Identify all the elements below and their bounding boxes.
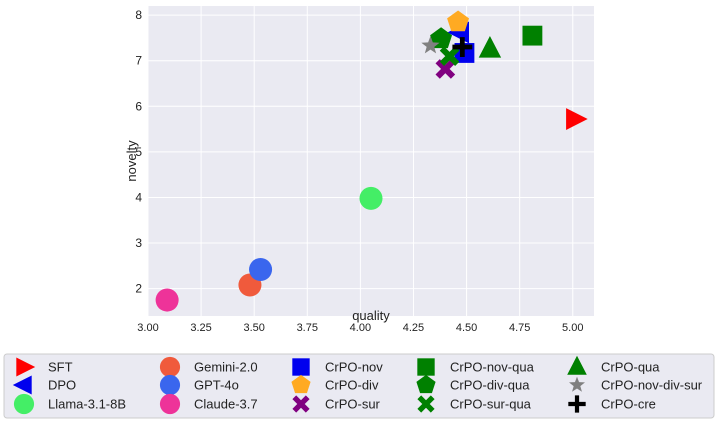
legend-label: CrPO-sur-qua <box>450 397 532 412</box>
legend-item-crpo-qua: CrPO-qua <box>567 355 660 375</box>
legend-marker-gpt-4o <box>159 374 181 396</box>
legend-box <box>3 353 715 419</box>
y-tick-label: 3 <box>135 236 142 250</box>
legend-item-sft: SFT <box>16 357 73 377</box>
x-tick-label: 4.75 <box>509 322 530 334</box>
legend-label: Llama-3.1-8B <box>48 397 126 412</box>
legend-label: Gemini-2.0 <box>194 360 258 375</box>
legend-marker-claude-3-7 <box>159 393 181 415</box>
x-tick-label: 4.25 <box>403 322 424 334</box>
legend-marker-crpo-nov <box>292 358 310 376</box>
point-crpo-nov-div-sur <box>421 36 440 54</box>
legend-item-gemini-2-0: Gemini-2.0 <box>159 356 258 378</box>
legend-label: CrPO-nov <box>325 360 383 375</box>
legend-label: Claude-3.7 <box>194 397 258 412</box>
legend-marker-llama-3-1-8b <box>13 393 35 415</box>
legend-label: CrPO-div-qua <box>450 378 530 393</box>
legend-item-llama-3-1-8b: Llama-3.1-8B <box>13 393 126 415</box>
x-tick-label: 3.75 <box>297 322 318 334</box>
point-crpo-cre <box>452 37 473 57</box>
legend-marker-dpo <box>12 375 32 395</box>
tick-labels: 3.00 3.25 3.50 3.75 4.00 4.25 4.50 4.75 5.00 2 3 4 5… <box>135 8 583 334</box>
point-crpo-nov-qua <box>522 25 543 46</box>
legend-item-dpo: DPO <box>12 375 76 395</box>
legend: SFT Gemini-2.0 CrPO-nov CrPO-nov-qua CrPO-qu… <box>12 355 703 415</box>
legend-marker-crpo-div <box>291 374 311 394</box>
legend-marker-crpo-sur <box>292 395 310 413</box>
legend-item-crpo-sur-qua: CrPO-sur-qua <box>417 395 532 413</box>
x-tick-label: 5.00 <box>562 322 583 334</box>
point-crpo-qua <box>478 36 502 58</box>
legend-label: CrPO-qua <box>601 360 660 375</box>
y-tick-label: 6 <box>135 99 142 113</box>
legend-item-crpo-sur: CrPO-sur <box>292 395 381 413</box>
x-tick-label: 4.50 <box>456 322 477 334</box>
legend-label: DPO <box>48 378 76 393</box>
legend-item-crpo-nov-div-sur: CrPO-nov-div-sur <box>569 376 703 393</box>
legend-item-crpo-nov-qua: CrPO-nov-qua <box>417 358 535 376</box>
legend-item-crpo-cre: CrPO-cre <box>568 395 656 413</box>
legend-marker-crpo-sur-qua <box>417 395 435 413</box>
point-gpt-4o <box>249 257 273 282</box>
data-points <box>155 10 588 312</box>
legend-item-gpt-4o: GPT-4o <box>159 374 239 396</box>
point-crpo-sur-qua <box>439 46 460 66</box>
legend-label: CrPO-nov-div-sur <box>601 378 703 393</box>
point-llama-3-1-8b <box>359 186 383 210</box>
legend-marker-crpo-nov-div-sur <box>569 376 585 392</box>
x-tick-label: 3.25 <box>190 322 211 334</box>
legend-item-crpo-div-qua: CrPO-div-qua <box>416 374 530 394</box>
legend-marker-crpo-div-qua <box>416 374 436 394</box>
legend-item-claude-3-7: Claude-3.7 <box>159 393 258 415</box>
grid-lines <box>147 6 594 316</box>
point-claude-3-7 <box>155 288 179 312</box>
legend-label: CrPO-div <box>325 378 379 393</box>
legend-label: CrPO-sur <box>325 397 381 412</box>
plot-area <box>148 6 594 316</box>
legend-marker-crpo-nov-qua <box>417 358 435 376</box>
x-tick-label: 4.00 <box>350 322 371 334</box>
legend-label: SFT <box>48 360 73 375</box>
legend-marker-crpo-qua <box>567 355 587 375</box>
legend-label: CrPO-nov-qua <box>450 360 535 375</box>
y-tick-label: 4 <box>135 190 142 204</box>
legend-marker-crpo-cre <box>568 395 586 413</box>
point-crpo-sur <box>435 59 456 79</box>
legend-item-crpo-nov: CrPO-nov <box>292 358 383 376</box>
point-crpo-div <box>447 10 470 32</box>
legend-item-crpo-div: CrPO-div <box>291 374 379 394</box>
legend-label: GPT-4o <box>194 378 239 393</box>
legend-label: CrPO-cre <box>601 397 656 412</box>
y-tick-label: 8 <box>135 8 142 22</box>
point-sft <box>566 108 588 130</box>
x-tick-label: 3.00 <box>137 322 158 334</box>
y-tick-label: 7 <box>135 54 142 68</box>
x-axis-label: quality <box>352 308 390 323</box>
y-tick-label: 5 <box>135 145 142 159</box>
y-tick-label: 2 <box>135 282 142 296</box>
legend-marker-gemini-2-0 <box>159 356 181 378</box>
legend-marker-sft <box>16 357 36 377</box>
y-axis-label: novelty <box>124 140 139 182</box>
x-tick-label: 3.50 <box>243 322 264 334</box>
